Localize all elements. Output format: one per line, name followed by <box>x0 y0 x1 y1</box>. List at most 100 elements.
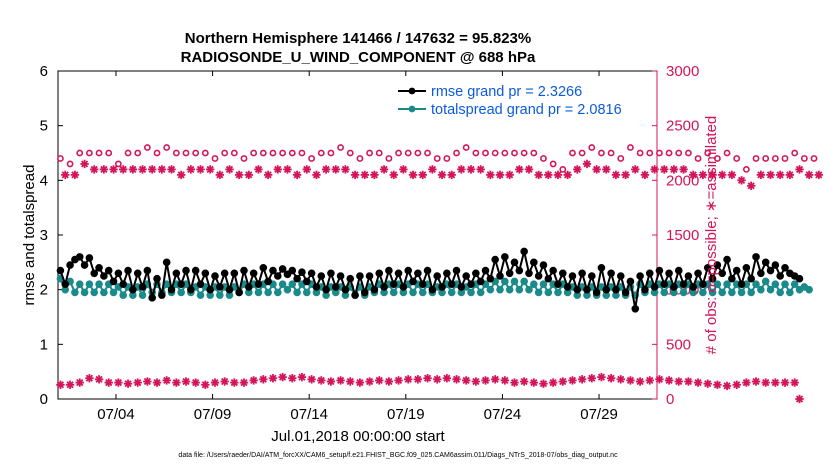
obs-possible-point <box>578 149 586 157</box>
totalspread-point <box>805 285 813 294</box>
obs-count-point <box>413 375 423 384</box>
obs-count-point <box>65 380 75 389</box>
obs-count-point <box>761 378 770 387</box>
y-tick-label-right: 2500 <box>666 118 699 135</box>
obs-assimilated-point <box>331 165 340 174</box>
rmse-point <box>336 272 345 280</box>
obs-possible-point <box>143 144 151 151</box>
totalspread-point <box>95 280 103 289</box>
obs-assimilated-point <box>244 170 254 180</box>
x-tick-label: 07/19 <box>387 406 425 423</box>
totalspread-point <box>776 288 784 297</box>
obs-assimilated-point <box>534 170 543 180</box>
obs-count-point <box>664 376 674 385</box>
obs-assimilated-point <box>476 165 485 174</box>
rmse-point <box>264 277 272 286</box>
rmse-point <box>404 266 413 275</box>
obs-count-point <box>230 378 239 387</box>
obs-possible-point <box>279 149 287 157</box>
obs-assimilated-point <box>746 181 756 190</box>
rmse-point <box>75 253 84 261</box>
obs-count-point <box>94 375 104 384</box>
totalspread-point <box>660 288 669 297</box>
obs-possible-point <box>559 165 567 173</box>
obs-assimilated-point <box>766 170 775 180</box>
totalspread-point <box>288 280 297 289</box>
obs-assimilated-point <box>669 165 679 174</box>
rmse-point <box>414 269 422 278</box>
obs-count-point <box>481 376 490 385</box>
obs-possible-point <box>713 155 721 162</box>
obs-possible-point <box>501 149 509 157</box>
totalspread-point <box>85 280 94 289</box>
rmse-point <box>486 274 495 283</box>
rmse-point <box>616 272 625 280</box>
rmse-point <box>172 269 181 278</box>
obs-count-point <box>336 376 345 385</box>
rmse-point <box>641 285 649 294</box>
obs-assimilated-point <box>254 165 263 174</box>
obs-assimilated-point <box>698 170 708 180</box>
rmse-point <box>568 272 577 280</box>
obs-assimilated-point <box>399 165 408 174</box>
totalspread-point <box>757 285 765 294</box>
obs-count-point <box>442 374 452 383</box>
rmse-point <box>795 274 804 283</box>
rmse-point <box>665 269 673 278</box>
y-tick-label-left: 4 <box>40 172 48 189</box>
data-file-footer: data file: /Users/raeder/DAI/ATM_forcXX/… <box>178 452 618 459</box>
obs-count-point <box>742 378 751 387</box>
rmse-point <box>230 269 239 278</box>
obs-assimilated-point <box>234 170 244 180</box>
obs-count-point <box>732 380 741 389</box>
totalspread-point <box>761 277 770 286</box>
obs-count-point <box>259 375 268 384</box>
totalspread-point <box>713 280 722 289</box>
rmse-point <box>752 253 760 261</box>
obs-possible-point <box>433 155 441 162</box>
obs-count-point <box>626 376 635 385</box>
rmse-point <box>211 272 219 280</box>
obs-possible-point <box>66 160 74 168</box>
rmse-point <box>385 266 393 275</box>
obs-count-point <box>616 375 625 384</box>
rmse-point <box>554 280 562 289</box>
obs-possible-point <box>346 149 354 157</box>
obs-possible-point <box>511 149 518 157</box>
rmse-point <box>177 280 185 289</box>
totalspread-point <box>447 288 456 297</box>
obs-count-point <box>771 378 780 387</box>
obs-count-point <box>317 376 326 385</box>
rmse-point <box>737 280 746 289</box>
obs-count-point <box>384 377 394 386</box>
y-tick-label-left: 6 <box>40 63 48 80</box>
obs-count-point <box>703 379 712 388</box>
rmse-point <box>771 261 780 269</box>
obs-assimilated-point <box>727 170 737 180</box>
obs-count-point <box>268 374 278 383</box>
rmse-point <box>80 261 89 269</box>
obs-assimilated-point <box>283 165 292 174</box>
obs-possible-point <box>482 149 489 157</box>
rmse-point <box>732 266 741 275</box>
rmse-point <box>636 272 644 280</box>
totalspread-point <box>75 280 84 289</box>
obs-assimilated-point <box>505 170 514 180</box>
obs-possible-point <box>105 149 113 157</box>
rmse-point <box>356 272 364 280</box>
obs-possible-point <box>76 149 84 157</box>
obs-possible-point <box>472 149 480 157</box>
totalspread-point <box>790 280 799 289</box>
rmse-point <box>61 280 70 289</box>
rmse-point <box>684 272 693 280</box>
obs-assimilated-point <box>524 165 534 174</box>
rmse-point <box>718 269 727 278</box>
totalspread-point <box>708 288 717 297</box>
rmse-point <box>327 269 335 278</box>
rmse-point <box>612 285 620 294</box>
obs-possible-point <box>192 149 200 157</box>
totalspread-point <box>786 288 794 297</box>
totalspread-point <box>766 285 775 294</box>
rmse-point <box>249 269 258 278</box>
totalspread-point <box>718 288 727 297</box>
